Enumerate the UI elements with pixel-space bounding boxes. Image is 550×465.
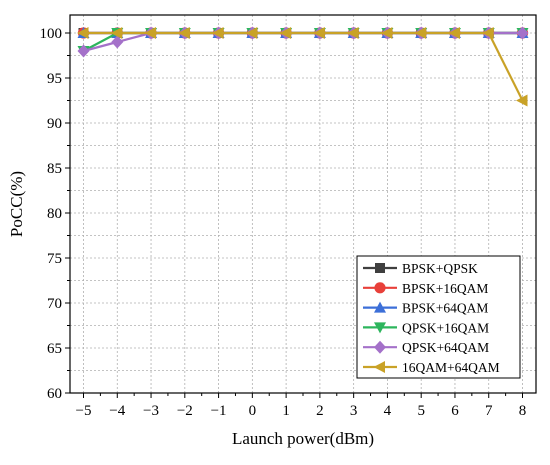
x-tick-label: 8 [519, 403, 527, 419]
data-point-marker [178, 27, 190, 39]
legend-label: BPSK+64QAM [402, 301, 488, 316]
x-tick-label: 3 [350, 403, 358, 419]
x-tick-label: 4 [384, 403, 392, 419]
data-point-marker [347, 27, 359, 39]
data-point-marker [516, 26, 529, 40]
data-point-marker [448, 27, 460, 39]
x-tick-label: 5 [417, 403, 425, 419]
y-tick-label: 60 [47, 386, 62, 402]
y-tick-label: 70 [47, 296, 62, 312]
x-tick-label: 1 [282, 403, 290, 419]
axes: −5 −4 −3 −2 −1 0 1 2 3 4 5 6 7 8 60 65 70 75 80 85 90 95 100 [40, 26, 527, 419]
data-point-marker [414, 27, 427, 39]
legend-marker [374, 282, 386, 294]
legend-marker [374, 301, 386, 313]
data-point-marker [313, 27, 325, 39]
series-group [77, 26, 529, 107]
y-tick-label: 90 [47, 116, 62, 132]
data-point-marker [77, 44, 90, 58]
data-point-marker [77, 27, 89, 39]
legend-marker [373, 361, 385, 373]
data-point-marker [515, 94, 528, 107]
series [77, 26, 529, 58]
legend-box [356, 255, 521, 379]
data-point-marker [111, 35, 124, 49]
data-point-marker [212, 27, 224, 39]
legend: BPSK+QPSK BPSK+16QAM BPSK+64QAM QPSK+16QAM Q… [356, 255, 521, 379]
legend-marker [375, 263, 385, 273]
legend-label: BPSK+QPSK [402, 261, 478, 276]
y-tick-label: 95 [47, 71, 62, 87]
y-tick-label: 100 [40, 26, 63, 42]
series-line [83, 31, 524, 101]
legend-marker [374, 322, 386, 334]
data-point-marker [482, 27, 494, 39]
y-tick-label: 85 [47, 161, 62, 177]
x-tick-label: −2 [177, 403, 193, 419]
data-point-marker [279, 27, 292, 39]
y-tick-label: 65 [47, 341, 62, 357]
x-tick-label: 7 [485, 403, 493, 419]
series [77, 27, 528, 107]
y-tick-label: 80 [47, 206, 62, 222]
x-tick-label: −4 [109, 403, 125, 419]
y-axis-title: PoCC(%) [7, 171, 26, 237]
legend-label: BPSK+16QAM [402, 281, 488, 296]
data-point-marker [144, 27, 157, 39]
legend-marker [374, 340, 386, 354]
data-point-marker [380, 27, 393, 39]
x-tick-label: −1 [211, 403, 227, 419]
data-point-marker [245, 27, 258, 39]
legend-label: 16QAM+64QAM [402, 360, 500, 375]
x-tick-label: 6 [451, 403, 459, 419]
x-axis-title: Launch power(dBm) [232, 429, 374, 448]
data-point-marker [110, 27, 123, 39]
x-tick-label: −3 [143, 403, 159, 419]
x-tick-label: 0 [249, 403, 257, 419]
legend-label: QPSK+64QAM [402, 340, 489, 355]
legend-label: QPSK+16QAM [402, 320, 489, 335]
y-tick-label: 75 [47, 251, 62, 267]
x-tick-label: 2 [316, 403, 324, 419]
x-tick-label: −5 [76, 403, 92, 419]
